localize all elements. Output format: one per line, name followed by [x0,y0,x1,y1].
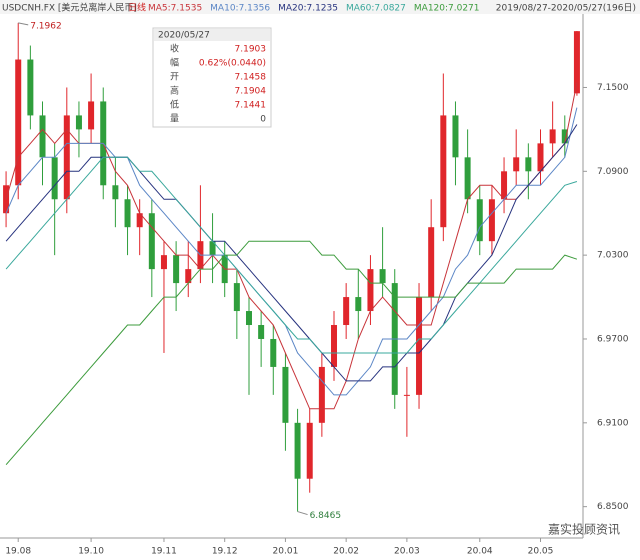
candle-body [185,269,192,284]
candle-body [306,422,313,479]
candle-body [343,297,350,326]
ma-line [5,156,578,354]
info-value: 7.1904 [235,87,267,97]
info-value: 0.62%(0.0440) [199,59,266,69]
y-tick-label: 6.8500 [597,502,629,512]
candle-body [464,157,471,200]
y-tick-label: 7.0900 [597,167,629,177]
candle-body [233,283,240,312]
x-tick-label: 20.04 [467,547,493,557]
annotation: 6.8465 [310,511,342,521]
info-date: 2020/05/27 [158,31,210,41]
info-box-header [154,29,270,41]
y-tick-label: 7.0300 [597,251,629,261]
candle-body [173,255,180,284]
x-tick-label: 19.11 [151,547,177,557]
candle-body [51,157,58,200]
x-tick-label: 19.10 [78,547,104,557]
info-label: 低 [170,99,179,111]
candle-body [88,101,95,130]
candle-body [148,213,155,270]
legend-entry: MA60:7.0827 [346,4,406,14]
candle-body [331,325,338,367]
annotation: 7.1962 [30,21,62,31]
info-value: 0 [260,115,266,125]
ma-line [5,124,578,382]
candle-body [476,199,483,242]
candle-body [428,227,435,298]
candle-body [124,199,131,228]
candle-body [318,366,325,423]
symbol: USDCNH.FX [美元兑离岸人民币] [2,2,137,14]
legend-entry: MA10:7.1356 [210,4,270,14]
info-label: 量 [170,114,179,125]
annotation-line [297,511,308,516]
candle-body [294,422,301,479]
y-tick-label: 7.1500 [597,83,629,93]
info-box: 2020/05/27 收 7.1903 幅 0.62%(0.0440) 开 7.… [152,27,272,128]
candle-body [403,394,410,396]
candle-body [561,129,568,144]
candle-body [440,115,447,228]
candle-body [501,171,508,200]
date-range: 2019/08/27-2020/05/27(196日) [496,3,636,14]
candle-body [537,143,544,172]
annotation-line [18,22,29,26]
info-label: 幅 [170,57,179,69]
candle-body [75,115,82,130]
info-label: 开 [170,72,179,83]
info-value: 7.1903 [235,45,267,55]
candle-body [282,366,289,423]
candle-body [513,157,520,172]
candle-body [39,115,46,158]
ma-line [5,82,578,410]
info-value: 7.1441 [235,101,267,111]
info-label: 高 [170,85,179,97]
candle-body [379,269,386,284]
legend: MA5:7.1535 MA10:7.1356 MA20:7.1235 MA60:7.0… [148,4,480,14]
x-tick-label: 20.05 [528,547,554,557]
x-tick-label: 19.08 [5,547,31,557]
watermark: 嘉实投顾资讯 [548,522,620,537]
ma-line [5,240,578,466]
y-tick-label: 6.9100 [597,418,629,428]
candle-body [160,255,167,270]
candle-body [258,325,265,339]
x-tick-label: 19.12 [212,547,238,557]
info-box-frame [152,27,272,128]
info-value: 7.1458 [235,73,267,83]
x-tick-label: 20.03 [394,547,420,557]
candle-body [245,311,252,326]
candle-body [416,297,423,395]
legend-entry: MA5:7.1535 [148,4,202,14]
candle-body [63,115,70,200]
candle-body [27,59,34,116]
candle-body [488,199,495,242]
candle-body [452,115,459,158]
y-tick-label: 6.9700 [597,334,629,344]
header-bar [0,0,640,14]
info-label: 收 [170,43,179,55]
candle-body [573,31,580,94]
ma-line [5,107,578,396]
plot [3,22,580,512]
candle-body [270,338,277,367]
candle-body [367,269,374,312]
legend-entry: MA120:7.0271 [414,4,480,14]
candle-body [525,157,532,172]
candle-body [209,241,216,256]
legend-entry: MA20:7.1235 [278,4,338,14]
candle-body [15,59,22,186]
candle-body [112,185,119,200]
x-tick-label: 20.02 [333,547,359,557]
candle-body [549,129,556,144]
x-tick-label: 20.01 [273,547,299,557]
candle-body [355,297,362,312]
candle-body [136,213,143,228]
period: 日线 [128,2,146,14]
